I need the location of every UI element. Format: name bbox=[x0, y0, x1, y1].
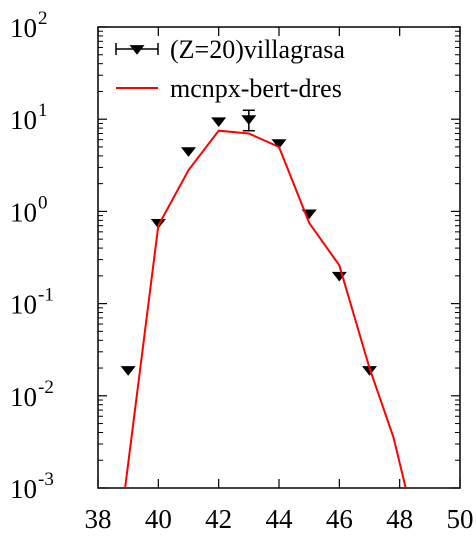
y-tick-label: 10 0 bbox=[10, 192, 48, 227]
y-tick-exponent: -3 bbox=[38, 469, 54, 490]
data-point-villagrasa bbox=[211, 117, 227, 127]
y-tick-exponent: 0 bbox=[38, 192, 48, 213]
y-tick-base: 10 bbox=[10, 382, 37, 412]
legend-marker-swatch bbox=[129, 45, 145, 55]
legend-entry-mcnpx: mcnpx-bert-dres bbox=[116, 74, 342, 103]
data-point-villagrasa bbox=[331, 271, 347, 282]
legend: (Z=20)villagrasa mcnpx-bert-dres bbox=[115, 35, 345, 103]
x-tick-label: 42 bbox=[205, 504, 232, 534]
legend-label-villagrasa: (Z=20)villagrasa bbox=[170, 35, 345, 64]
data-point-villagrasa bbox=[271, 139, 287, 149]
y-tick-base: 10 bbox=[10, 105, 37, 135]
y-tick-label: 10 -2 bbox=[10, 377, 54, 412]
y-tick-base: 10 bbox=[10, 290, 37, 320]
x-tick-labels: 38 40 42 44 46 48 50 bbox=[85, 504, 474, 534]
data-point-villagrasa bbox=[181, 147, 196, 157]
y-tick-exponent: 1 bbox=[38, 100, 48, 121]
y-tick-base: 10 bbox=[10, 13, 37, 43]
y-tick-label: 10 2 bbox=[10, 8, 48, 43]
x-tick-label: 48 bbox=[386, 504, 413, 534]
legend-entry-villagrasa: (Z=20)villagrasa bbox=[115, 35, 345, 64]
x-tick-label: 38 bbox=[85, 504, 112, 534]
data-point-villagrasa bbox=[120, 366, 136, 376]
y-tick-base: 10 bbox=[10, 197, 37, 227]
legend-label-mcnpx: mcnpx-bert-dres bbox=[170, 74, 342, 103]
series-line-mcnpx bbox=[124, 129, 407, 488]
y-tick-exponent: -2 bbox=[38, 377, 54, 398]
x-tick-label: 44 bbox=[266, 504, 294, 534]
series-layer bbox=[120, 109, 407, 488]
x-tick-label: 40 bbox=[145, 504, 172, 534]
axis-ticks bbox=[97, 26, 461, 489]
y-tick-exponent: -1 bbox=[38, 285, 54, 306]
x-tick-label: 50 bbox=[447, 504, 474, 534]
y-tick-label: 10 1 bbox=[10, 100, 48, 135]
y-tick-label: 10 -1 bbox=[10, 285, 54, 320]
x-tick-label: 46 bbox=[326, 504, 353, 534]
data-point-villagrasa bbox=[241, 115, 257, 125]
y-tick-base: 10 bbox=[10, 474, 37, 504]
y-tick-label: 10 -3 bbox=[10, 469, 54, 504]
y-tick-exponent: 2 bbox=[38, 8, 48, 29]
